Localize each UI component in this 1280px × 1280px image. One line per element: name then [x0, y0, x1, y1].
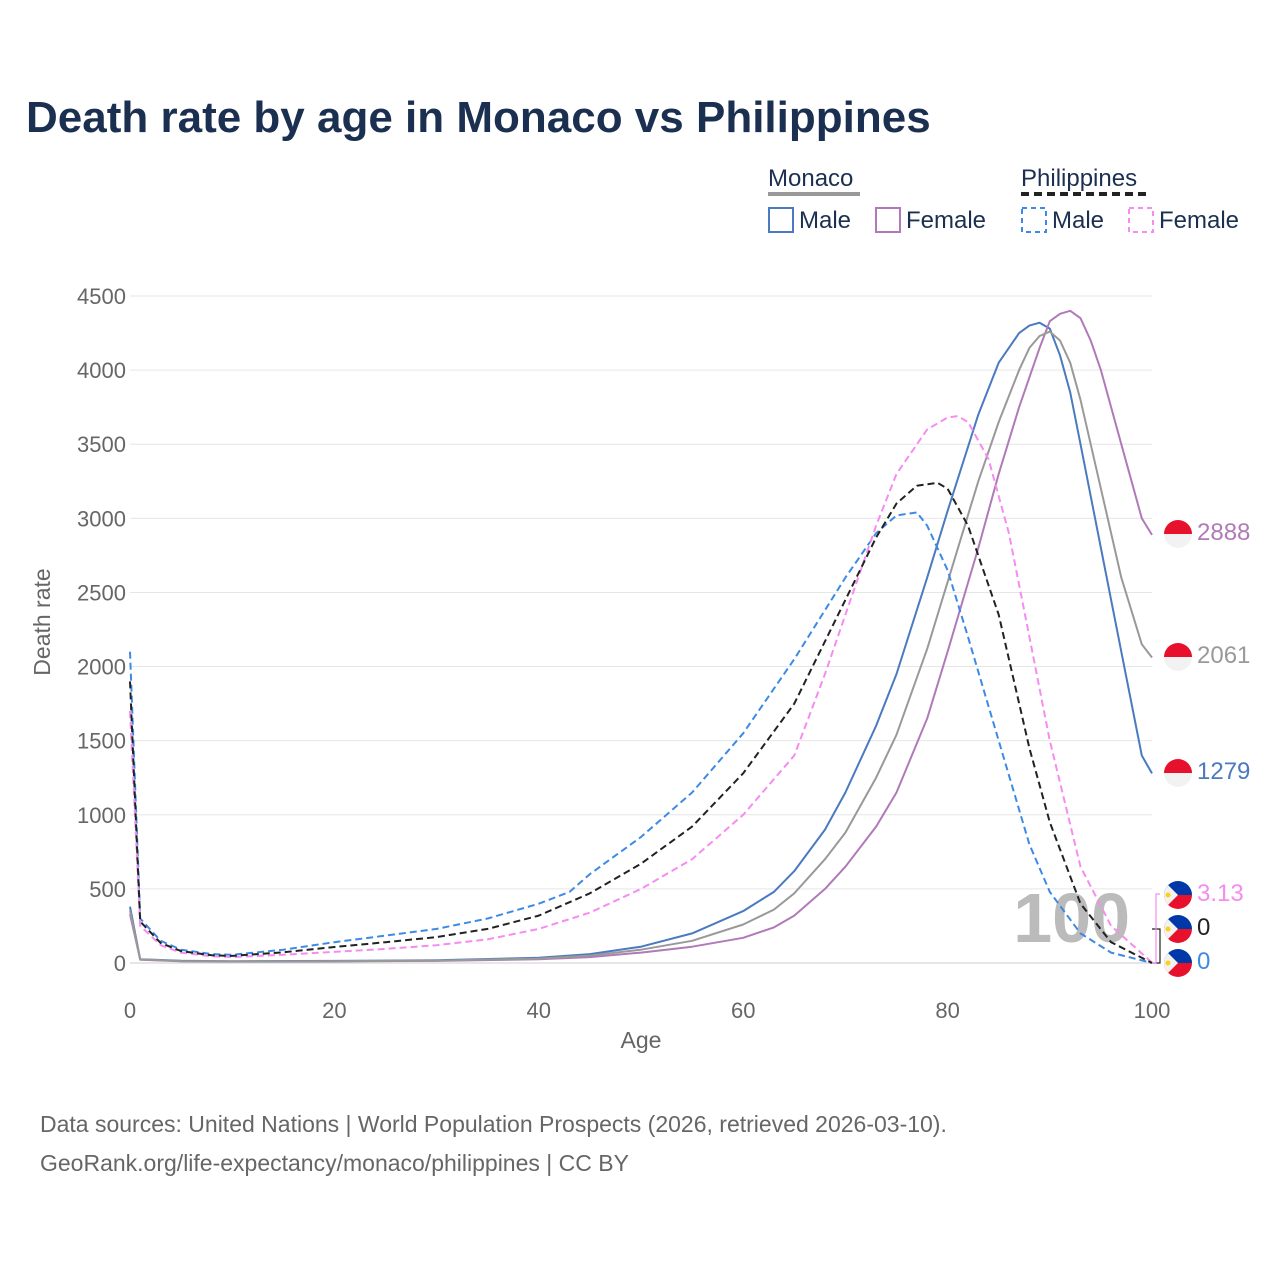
monaco-flag-icon	[1164, 759, 1192, 787]
legend-swatch-philippines-female	[1128, 207, 1154, 233]
x-tick-label: 80	[935, 998, 959, 1023]
legend-label-philippines-male: Male	[1052, 207, 1104, 234]
y-tick-label: 2500	[77, 580, 126, 605]
x-tick-label: 60	[731, 998, 755, 1023]
y-tick-label: 1000	[77, 803, 126, 828]
y-tick-label: 500	[89, 877, 126, 902]
legend-label-monaco-female: Female	[906, 207, 986, 234]
legend-group-philippines: Philippines	[1021, 165, 1137, 192]
end-label-philippines-female: 3.13	[1197, 880, 1244, 907]
philippines-flag-icon	[1164, 949, 1192, 977]
y-tick-label: 4000	[77, 358, 126, 383]
y-tick-label: 0	[114, 951, 126, 976]
y-tick-label: 4500	[77, 284, 126, 309]
chart-title: Death rate by age in Monaco vs Philippin…	[26, 93, 931, 142]
philippines-flag-icon	[1164, 915, 1192, 943]
x-tick-label: 100	[1134, 998, 1171, 1023]
y-tick-label: 3000	[77, 506, 126, 531]
series-line-philippines-female	[129, 415, 1153, 964]
connector-philippines-female	[1152, 893, 1160, 964]
philippines-flag-icon	[1164, 881, 1192, 909]
source-line-2: GeoRank.org/life-expectancy/monaco/phili…	[40, 1150, 629, 1176]
year-watermark: 100	[1013, 879, 1130, 957]
y-axis-ticks: 0 500 1000 1500 2000 2500 3000 3500 4000 4500	[77, 284, 126, 976]
series-line-philippines-male	[129, 511, 1153, 964]
y-tick-label: 2000	[77, 655, 126, 680]
gridlines	[130, 295, 1152, 964]
y-axis-label: Death rate	[29, 568, 55, 675]
x-tick-label: 20	[322, 998, 346, 1023]
legend-label-philippines-female: Female	[1159, 207, 1239, 234]
series-line-monaco-male	[129, 321, 1153, 963]
end-label-philippines-total: 0	[1197, 914, 1210, 941]
label-connectors	[1152, 893, 1161, 964]
source-line-1: Data sources: United Nations | World Pop…	[40, 1111, 947, 1137]
y-tick-label: 3500	[77, 432, 126, 457]
x-axis-label: Age	[621, 1027, 662, 1053]
monaco-flag-icon	[1164, 643, 1192, 671]
series-lines	[129, 309, 1153, 964]
end-label-monaco-female: 2888	[1197, 519, 1250, 546]
legend-swatch-monaco-male	[768, 207, 794, 233]
x-tick-label: 40	[527, 998, 551, 1023]
legend-swatch-philippines-male	[1021, 207, 1047, 233]
legend: Monaco Philippines Male Female Male Fema…	[768, 165, 1239, 234]
series-line-monaco-total	[129, 330, 1153, 963]
end-label-philippines-male: 0	[1197, 948, 1210, 975]
series-line-monaco-female	[129, 309, 1153, 963]
series-line-philippines-total	[129, 481, 1153, 964]
x-axis-ticks: 0 20 40 60 80 100	[124, 998, 1170, 1023]
x-tick-label: 0	[124, 998, 136, 1023]
legend-label-monaco-male: Male	[799, 207, 851, 234]
legend-group-monaco: Monaco	[768, 165, 853, 192]
legend-swatch-monaco-female	[875, 207, 901, 233]
monaco-flag-icon	[1164, 520, 1192, 548]
y-tick-label: 1500	[77, 729, 126, 754]
end-label-monaco-male: 1279	[1197, 758, 1250, 785]
end-label-monaco-total: 2061	[1197, 642, 1250, 669]
